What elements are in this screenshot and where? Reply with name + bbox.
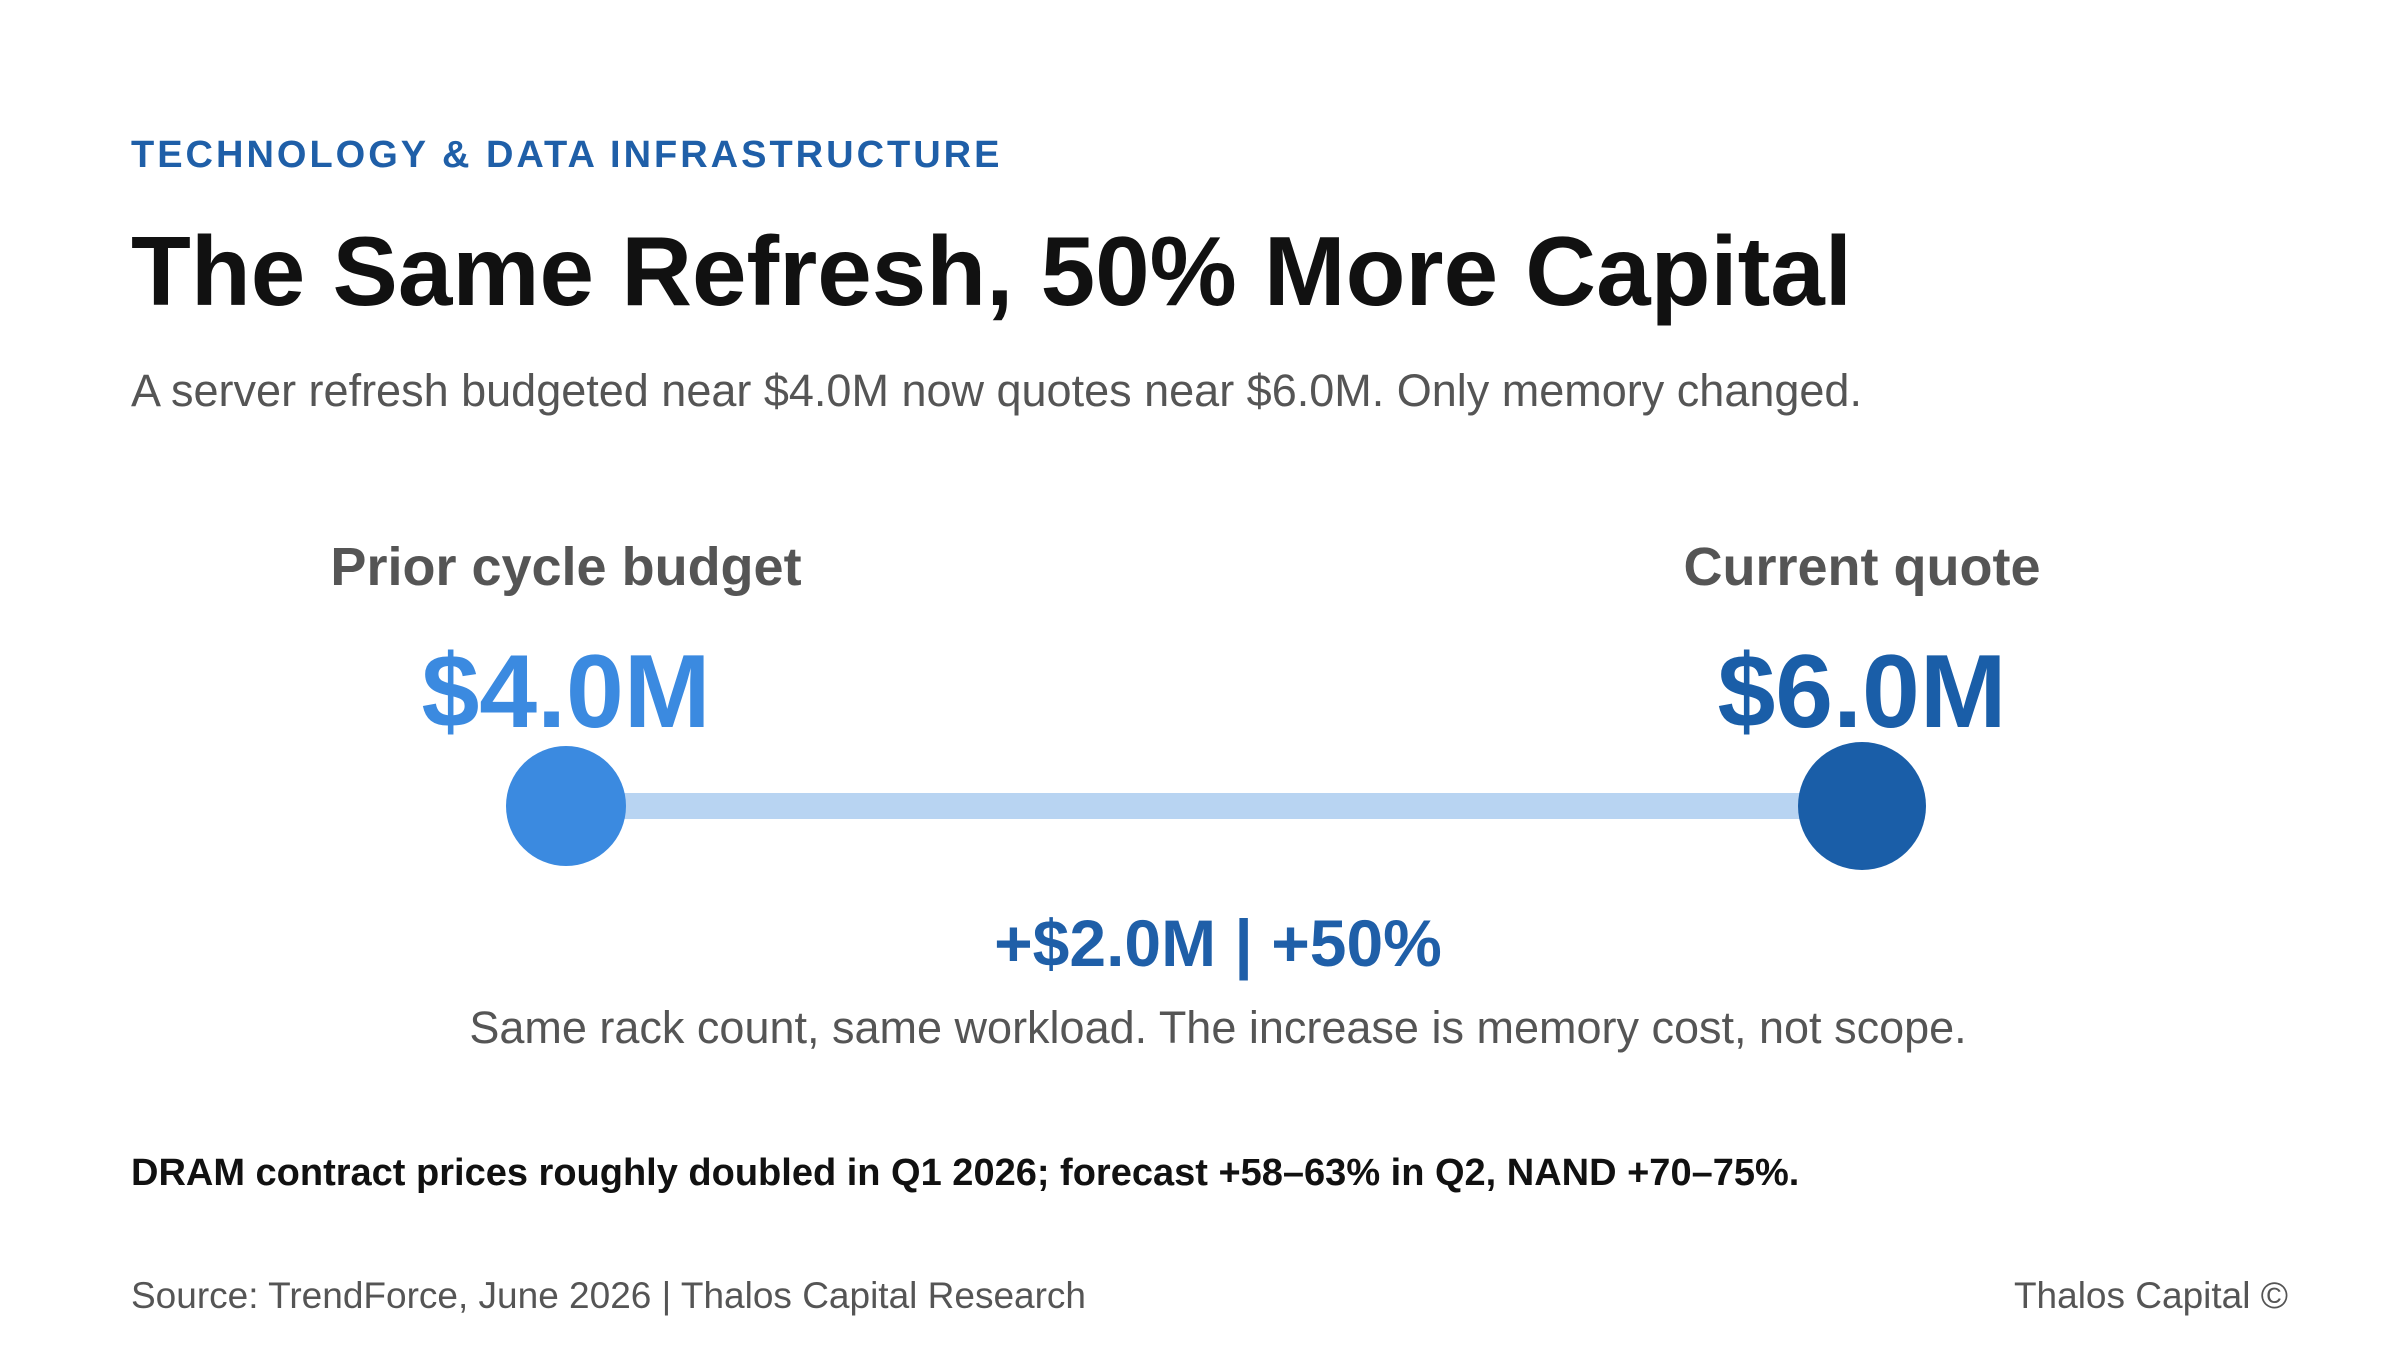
section-eyebrow: TECHNOLOGY & DATA INFRASTRUCTURE [131, 134, 1003, 176]
point-value-2: $6.0M [1717, 634, 2006, 750]
page-title: The Same Refresh, 50% More Capital [131, 216, 1853, 326]
point-label-2: Current quote [1684, 537, 2041, 597]
delta-label: +$2.0M | +50% [994, 906, 1442, 982]
dumbbell-point-2 [1798, 742, 1926, 870]
dumbbell-point-1 [506, 746, 626, 866]
source-note: Source: TrendForce, June 2026 | Thalos C… [131, 1275, 1087, 1316]
point-label-1: Prior cycle budget [330, 537, 801, 597]
key-takeaway: DRAM contract prices roughly doubled in … [131, 1152, 1800, 1194]
page-subtitle: A server refresh budgeted near $4.0M now… [131, 365, 1862, 416]
delta-note: Same rack count, same workload. The incr… [469, 1002, 1966, 1053]
brand-mark: Thalos Capital © [2013, 1275, 2288, 1316]
point-value-1: $4.0M [421, 634, 710, 750]
dumbbell-chart: Prior cycle budget $4.0M Current quote $6.0… [330, 537, 2041, 1053]
